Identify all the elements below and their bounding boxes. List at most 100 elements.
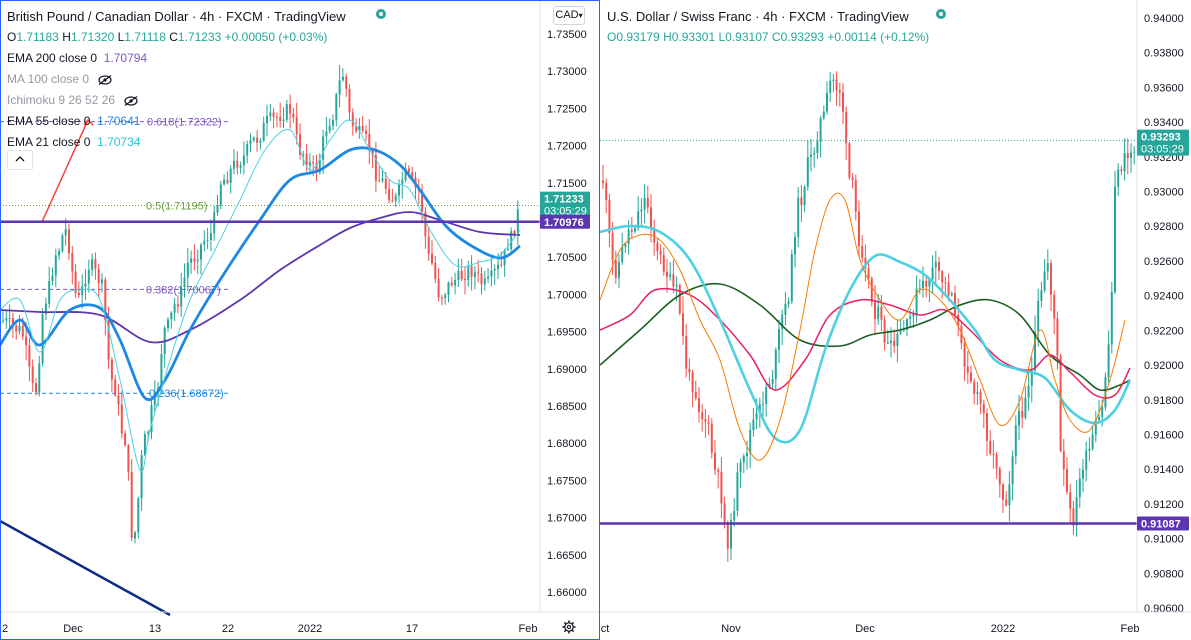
indicator-ma-100[interactable]: MA 100 close 0 [7,69,346,90]
candle-body [867,268,870,279]
candle-body [1024,397,1027,418]
candle-body [973,381,976,394]
candle-body [35,383,37,393]
candle-body [434,263,437,279]
gbpcad-symbol-title[interactable]: British Pound / Canadian Dollar · 4h · F… [7,9,346,24]
candle-body [312,162,315,164]
candle-body [328,125,331,132]
candle-body [806,156,809,187]
candle-body [483,278,486,285]
gbpcad-ohlc: O1.71183 H1.71320 L1.71118 C1.71233 +0.0… [7,30,328,44]
hidden-eye-icon[interactable] [98,74,113,85]
candle-body [704,419,707,422]
indicator-ema-200[interactable]: EMA 200 close 0 1.70794 [7,51,148,65]
candle-body [950,293,953,296]
candle-body [816,141,819,154]
candle-body [176,304,179,307]
candle-body [407,168,410,173]
candle-body [621,246,624,263]
candle-body [858,211,860,247]
candle-body [730,520,732,549]
price-badge-value: 0.93293 [1141,132,1181,144]
fib-level-label: 0.236(1.68672) [149,388,224,400]
candle-body [15,325,18,332]
candle-body [361,126,364,131]
price-tick-label: 0.92400 [1144,291,1184,303]
candle-body [282,119,285,121]
candle-body [698,398,700,413]
candle-body [915,288,918,315]
candle-body [510,231,513,250]
price-badge-value: 1.70976 [544,217,584,229]
gbpcad-chart-canvas[interactable]: 0.618(1.72322) 0.5(1.71195) 0.382(1.70067)… [0,0,600,640]
candle-body [1082,469,1084,479]
candle-body [242,155,245,166]
market-status-icon[interactable] [936,9,946,19]
time-tick-label: Dec [63,623,83,635]
candle-body [173,304,176,313]
candle-body [454,280,457,286]
candle-body [614,260,617,278]
candle-body [819,118,822,142]
candle-body [979,392,982,404]
candle-body [765,386,768,404]
collapse-legend-button[interactable] [7,150,33,170]
candle-body [778,329,780,350]
time-tick-label: 13 [149,623,161,635]
usdchf-chart-pane[interactable]: 0.94000 0.93800 0.93600 0.93400 0.93200 0.930… [600,0,1191,640]
candle-body [345,76,348,89]
candle-body [902,329,905,331]
candle-body [315,163,318,173]
candle-body [497,264,499,269]
candle-body [183,277,186,287]
candle-body [8,318,11,319]
price-tick-label: 1.66500 [547,550,587,562]
candle-body [48,281,51,304]
price-tick-label: 0.93400 [1144,117,1184,129]
market-status-icon[interactable] [376,9,386,19]
candle-body [1088,448,1091,451]
settings-gear-icon[interactable] [562,620,576,634]
candle-body [797,197,800,237]
gbpcad-chart-pane[interactable]: 0.618(1.72322) 0.5(1.71195) 0.382(1.70067)… [0,0,600,640]
candle-body [11,318,14,326]
indicator-ema-21[interactable]: EMA 21 close 0 1.70734 [7,135,141,149]
indicator-ichimoku[interactable]: Ichimoku 9 26 52 26 [7,90,346,111]
usdchf-symbol-title[interactable]: U.S. Dollar / Swiss Franc · 4h · FXCM · … [607,9,909,24]
candle-body [800,197,803,206]
price-badge-timer: 03:05:29 [1141,144,1184,156]
candle-body [110,359,113,380]
candle-body [266,116,268,124]
candle-body [91,259,94,270]
currency-selector[interactable]: CAD▾ [553,6,585,25]
candle-body [167,319,169,328]
hidden-eye-icon[interactable] [124,95,139,106]
price-tick-label: 0.90600 [1144,603,1184,615]
candle-body [299,134,301,155]
candle-body [768,383,771,387]
candle-body [842,92,844,112]
price-tick-label: 0.92800 [1144,221,1184,233]
ema-200-line [0,211,521,344]
price-tick-label: 1.67000 [547,513,587,525]
candle-body [193,258,196,262]
candle-body [365,130,367,134]
usdchf-chart-canvas[interactable]: 0.940000.938000.936000.934000.932000.930… [600,0,1191,640]
candle-body [114,379,117,396]
candle-body [637,211,640,229]
candle-body [963,343,966,367]
candle-body [1075,497,1078,526]
candle-body [851,177,854,181]
candle-body [1053,294,1056,319]
indicator-ema-55[interactable]: EMA 55 close 0 1.70641 [7,114,141,128]
candle-body [381,178,384,181]
candle-body [252,137,255,141]
candle-body [896,333,899,347]
price-tick-label: 1.67500 [547,475,587,487]
candle-body [710,423,713,453]
candle-body [421,190,424,212]
candle-body [325,131,328,137]
price-tick-label: 0.92200 [1144,325,1184,337]
candle-body [295,117,298,135]
candle-body [755,412,758,420]
